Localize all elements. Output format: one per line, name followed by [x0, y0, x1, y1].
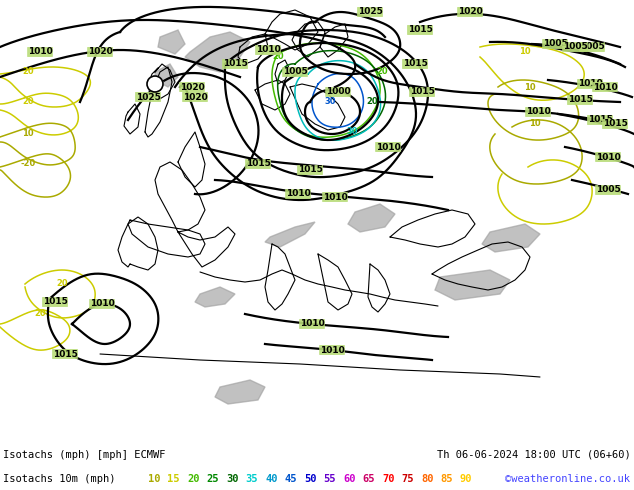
Text: 60: 60 — [343, 474, 356, 485]
Text: 1015: 1015 — [42, 297, 67, 307]
Text: 1015: 1015 — [403, 59, 427, 69]
Text: 10: 10 — [22, 129, 34, 139]
Text: 1010: 1010 — [89, 299, 114, 309]
Text: 1010: 1010 — [595, 152, 621, 162]
Text: 80: 80 — [421, 474, 434, 485]
Text: 1015: 1015 — [567, 96, 592, 104]
Text: 40: 40 — [265, 474, 278, 485]
Text: 1010: 1010 — [578, 79, 602, 89]
Text: 1010: 1010 — [28, 48, 53, 56]
Text: 20: 20 — [366, 98, 378, 106]
Text: 75: 75 — [401, 474, 414, 485]
Text: 50: 50 — [304, 474, 316, 485]
Text: 30: 30 — [346, 127, 358, 137]
Text: 1005: 1005 — [283, 68, 307, 76]
Text: 20: 20 — [376, 68, 388, 76]
Text: 10: 10 — [148, 474, 160, 485]
Text: 20: 20 — [56, 279, 68, 289]
Polygon shape — [482, 224, 540, 252]
Text: 10: 10 — [529, 120, 541, 128]
Text: 55: 55 — [323, 474, 336, 485]
Text: 90: 90 — [460, 474, 472, 485]
Text: 20: 20 — [272, 52, 284, 62]
Text: 20: 20 — [34, 310, 46, 318]
Text: 70: 70 — [382, 474, 394, 485]
Text: 15: 15 — [167, 474, 180, 485]
Text: Th 06-06-2024 18:00 UTC (06+60): Th 06-06-2024 18:00 UTC (06+60) — [437, 450, 631, 460]
Text: 20: 20 — [22, 98, 34, 106]
Text: 1015: 1015 — [53, 349, 77, 359]
Text: 1005: 1005 — [562, 43, 587, 51]
Text: ©weatheronline.co.uk: ©weatheronline.co.uk — [505, 474, 630, 485]
Text: 35: 35 — [245, 474, 258, 485]
Text: 1005: 1005 — [579, 43, 604, 51]
Text: Isotachs (mph) [mph] ECMWF: Isotachs (mph) [mph] ECMWF — [3, 450, 165, 460]
Text: 1010: 1010 — [256, 46, 280, 54]
Text: -20: -20 — [20, 160, 36, 169]
Text: 10: 10 — [524, 82, 536, 92]
Text: 1020: 1020 — [179, 82, 204, 92]
Text: 1025: 1025 — [136, 93, 160, 101]
Text: 85: 85 — [441, 474, 453, 485]
Text: -20: -20 — [57, 349, 73, 359]
Polygon shape — [435, 270, 510, 300]
Text: 1015: 1015 — [245, 160, 271, 169]
Text: 1020: 1020 — [458, 7, 482, 17]
Text: 1005: 1005 — [595, 186, 621, 195]
Text: 1015: 1015 — [408, 25, 432, 34]
Polygon shape — [348, 204, 395, 232]
Text: 1015: 1015 — [297, 166, 323, 174]
Polygon shape — [265, 222, 315, 247]
Text: 1015: 1015 — [602, 120, 628, 128]
Text: 1005: 1005 — [543, 40, 567, 49]
Polygon shape — [185, 32, 250, 72]
Text: 25: 25 — [207, 474, 219, 485]
Text: 1010: 1010 — [526, 107, 550, 117]
Text: 1015: 1015 — [410, 88, 434, 97]
Circle shape — [147, 76, 163, 92]
Text: 1010: 1010 — [300, 319, 325, 328]
Text: 1025: 1025 — [358, 7, 382, 17]
Text: 1020: 1020 — [183, 93, 207, 101]
Text: 65: 65 — [363, 474, 375, 485]
Text: 20: 20 — [22, 68, 34, 76]
Polygon shape — [215, 380, 265, 404]
Text: 1000: 1000 — [326, 88, 351, 97]
Text: 30: 30 — [226, 474, 238, 485]
Text: 1015: 1015 — [588, 116, 612, 124]
Text: 45: 45 — [285, 474, 297, 485]
Text: 30: 30 — [324, 98, 336, 106]
Text: 1010: 1010 — [320, 345, 344, 354]
Text: 1010: 1010 — [593, 82, 618, 92]
Text: Isotachs 10m (mph): Isotachs 10m (mph) — [3, 474, 115, 485]
Text: 10: 10 — [519, 48, 531, 56]
Text: 1010: 1010 — [286, 190, 311, 198]
Text: 1020: 1020 — [87, 48, 112, 56]
Text: 20: 20 — [187, 474, 200, 485]
Polygon shape — [155, 64, 178, 87]
Polygon shape — [158, 30, 185, 54]
Polygon shape — [195, 287, 235, 307]
Text: 1015: 1015 — [223, 59, 247, 69]
Text: 1010: 1010 — [323, 193, 347, 201]
Text: 1010: 1010 — [375, 143, 401, 151]
